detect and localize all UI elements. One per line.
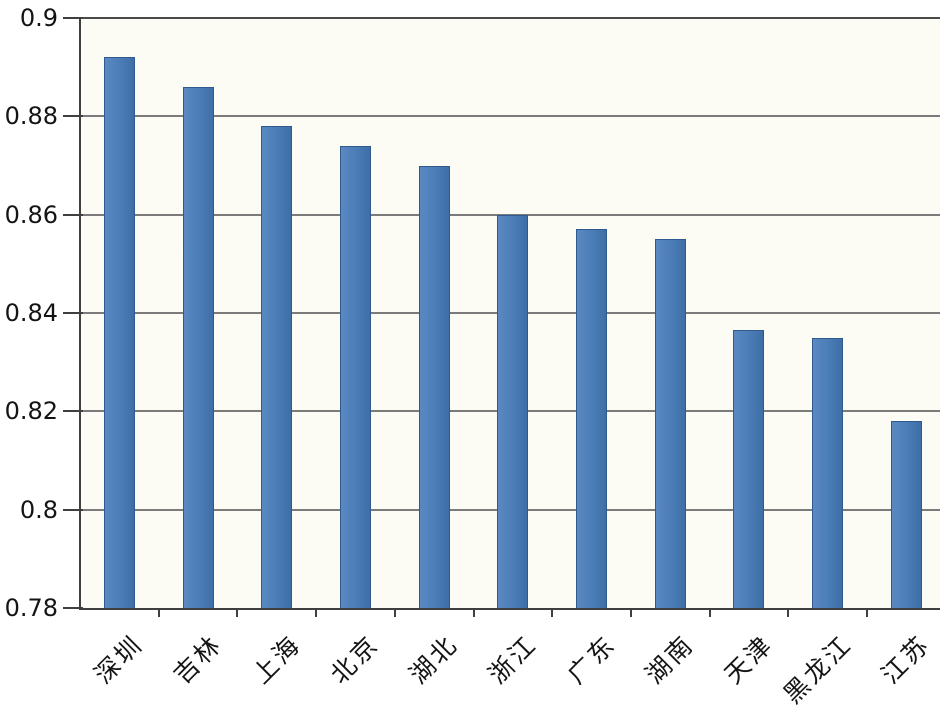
- x-axis-line: [79, 608, 940, 610]
- x-category-label: 广东: [561, 629, 622, 690]
- y-tick-mark: [63, 607, 83, 609]
- y-tick-label: 0.86: [4, 200, 58, 229]
- bar-深圳: [103, 57, 135, 608]
- y-tick-label: 0.84: [4, 299, 58, 327]
- bar-黑龙江: [812, 337, 844, 608]
- x-tick-mark: [393, 608, 396, 617]
- x-tick-mark: [551, 608, 554, 617]
- y-axis-line: [79, 18, 81, 610]
- y-tick-mark: [63, 508, 83, 511]
- bar-上海: [261, 126, 293, 608]
- x-category-label: 吉林: [167, 629, 228, 690]
- bar-吉林: [182, 86, 214, 608]
- bar-北京: [339, 145, 371, 608]
- y-tick-label: 0.9: [19, 4, 58, 32]
- x-tick-mark: [708, 608, 711, 617]
- y-tick-mark: [63, 410, 83, 413]
- x-tick-mark: [866, 608, 868, 617]
- x-category-label: 湖北: [403, 629, 464, 690]
- y-tick-mark: [63, 115, 83, 118]
- x-tick-mark: [157, 608, 160, 617]
- x-category-label: 天津: [718, 629, 779, 690]
- bar-浙江: [497, 214, 529, 608]
- y-tick-label: 0.88: [4, 102, 58, 131]
- x-category-label: 深圳: [89, 629, 150, 690]
- x-category-label: 浙江: [482, 629, 543, 690]
- x-tick-mark: [315, 608, 318, 617]
- y-tick-mark: [63, 312, 83, 314]
- y-tick-mark: [63, 213, 83, 216]
- x-category-label: 江苏: [876, 629, 937, 690]
- bar-广东: [576, 229, 608, 608]
- bar-天津: [733, 330, 765, 608]
- bar-湖北: [418, 165, 450, 608]
- gridline: [80, 115, 940, 118]
- x-category-label: 黑龙江: [777, 629, 858, 706]
- x-category-label: 上海: [246, 629, 307, 690]
- x-tick-mark: [629, 608, 632, 617]
- y-tick-label: 0.8: [19, 495, 58, 524]
- x-tick-mark: [472, 608, 475, 617]
- x-tick-mark: [787, 608, 790, 617]
- plot-area: [80, 17, 940, 608]
- gridline: [80, 17, 940, 19]
- bar-江苏: [890, 421, 922, 608]
- bar-湖南: [654, 239, 686, 608]
- y-tick-label: 0.78: [4, 594, 58, 622]
- x-category-label: 北京: [325, 629, 386, 690]
- y-tick-label: 0.82: [4, 397, 58, 426]
- x-tick-mark: [236, 608, 239, 617]
- y-tick-mark: [63, 17, 83, 19]
- x-category-label: 湖南: [639, 629, 701, 690]
